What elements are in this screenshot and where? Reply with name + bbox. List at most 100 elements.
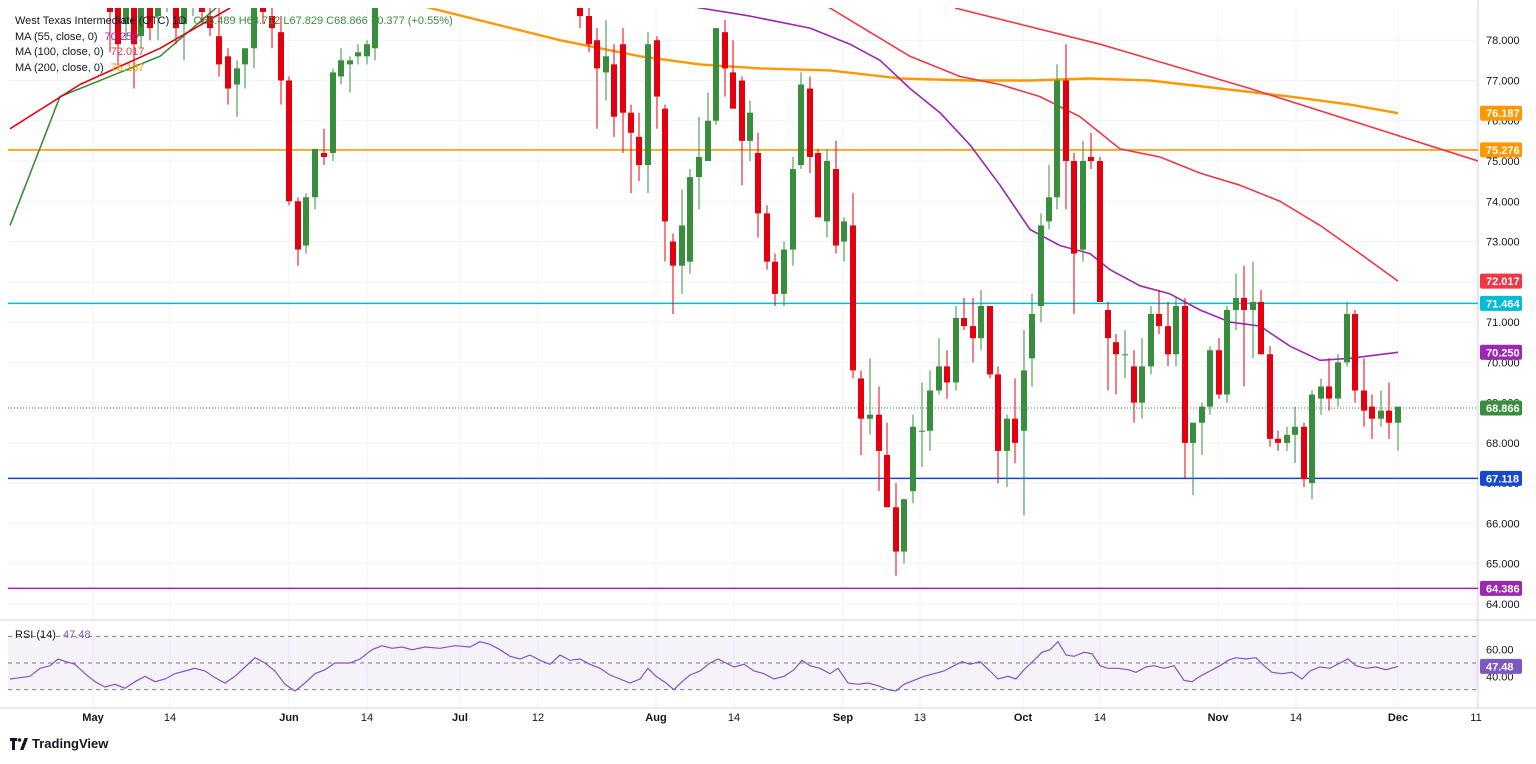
candle-body bbox=[764, 213, 770, 262]
time-tick-label: May bbox=[82, 712, 104, 724]
candle-body bbox=[995, 374, 1001, 451]
candle-body bbox=[927, 390, 933, 431]
candle-body bbox=[1063, 80, 1069, 162]
legend-ma55[interactable]: MA (55, close, 0) 70.250 bbox=[15, 30, 453, 46]
price-label-box bbox=[1480, 142, 1522, 158]
rsi-legend[interactable]: RSI (14) 47.48 bbox=[15, 629, 91, 641]
candle-body bbox=[876, 414, 882, 451]
candle-body bbox=[1190, 422, 1196, 443]
candle-body bbox=[1148, 314, 1154, 367]
candle-body bbox=[713, 28, 719, 121]
ma200-label: MA (200, close, 0) bbox=[15, 61, 104, 74]
candle-body bbox=[815, 152, 821, 218]
candle-body bbox=[107, 8, 113, 13]
candle-body bbox=[1004, 418, 1010, 451]
candle-body bbox=[662, 108, 668, 222]
candle-body bbox=[1284, 434, 1290, 443]
price-label-text: 68.866 bbox=[1486, 403, 1520, 415]
time-tick-label: 13 bbox=[914, 712, 926, 724]
candle-body bbox=[312, 148, 318, 198]
candle-body bbox=[824, 161, 830, 222]
candle-body bbox=[696, 156, 702, 178]
candle-body bbox=[670, 241, 676, 266]
candle-body bbox=[577, 8, 583, 17]
candle-body bbox=[1080, 161, 1086, 250]
candle-body bbox=[372, 8, 378, 49]
candle-body bbox=[1097, 161, 1103, 302]
candle-body bbox=[936, 366, 942, 391]
rsi-tick-label: 40.00 bbox=[1486, 671, 1514, 683]
candle-body bbox=[1113, 342, 1119, 355]
candle-body bbox=[1241, 297, 1247, 310]
ma-line bbox=[828, 8, 1399, 282]
time-tick-label: Nov bbox=[1208, 712, 1230, 724]
time-tick-label: 14 bbox=[728, 712, 740, 724]
price-label-text: 75.276 bbox=[1486, 145, 1520, 157]
price-label-box bbox=[1480, 273, 1522, 289]
candle-body bbox=[1105, 309, 1111, 339]
candle-body bbox=[978, 305, 984, 339]
candle-body bbox=[1267, 354, 1273, 439]
candle-body bbox=[330, 72, 336, 153]
candle-body bbox=[1012, 418, 1018, 443]
time-tick-label: Sep bbox=[833, 712, 853, 724]
candle-body bbox=[807, 88, 813, 157]
candle-body bbox=[1029, 314, 1035, 359]
price-tick-label: 71.000 bbox=[1486, 317, 1520, 329]
candle-body bbox=[798, 84, 804, 166]
price-tick-label: 75.000 bbox=[1486, 156, 1520, 168]
footer-brand[interactable]: TradingView bbox=[10, 736, 108, 751]
symbol-title[interactable]: West Texas Intermediate (OTC) 1D bbox=[15, 15, 187, 27]
price-label-box bbox=[1480, 295, 1522, 311]
candle-body bbox=[654, 40, 660, 97]
time-tick-label: 14 bbox=[1290, 712, 1302, 724]
candle-body bbox=[790, 169, 796, 250]
candle-body bbox=[364, 44, 370, 57]
trend-line bbox=[9, 8, 231, 130]
time-tick-label: Jul bbox=[452, 712, 468, 724]
price-tick-label: 66.000 bbox=[1486, 518, 1520, 530]
candle-body bbox=[1054, 80, 1060, 198]
rsi-label: RSI (14) bbox=[15, 629, 56, 641]
price-label-text: 76.187 bbox=[1486, 108, 1520, 120]
ma100-label: MA (100, close, 0) bbox=[15, 46, 104, 58]
legend-ma100[interactable]: MA (100, close, 0) 72.017 bbox=[15, 45, 453, 61]
candle-body bbox=[961, 318, 967, 327]
time-tick-label: Jun bbox=[279, 712, 299, 724]
candle-body bbox=[867, 414, 873, 419]
price-label-text: 67.118 bbox=[1486, 473, 1519, 485]
candle-body bbox=[884, 454, 890, 508]
candle-body bbox=[1369, 406, 1375, 419]
candle-body bbox=[1301, 426, 1307, 480]
candle-body bbox=[1071, 161, 1077, 254]
candle-body bbox=[850, 225, 856, 371]
candle-body bbox=[1156, 314, 1162, 327]
candle-body bbox=[833, 169, 839, 246]
candle-body bbox=[1139, 366, 1145, 403]
price-tick-label: 77.000 bbox=[1486, 75, 1520, 87]
candle-body bbox=[147, 8, 153, 29]
price-tick-label: 74.000 bbox=[1486, 196, 1520, 208]
trend-line bbox=[9, 8, 218, 226]
candle-body bbox=[1292, 426, 1298, 435]
candle-body bbox=[181, 8, 187, 25]
price-label-box bbox=[1480, 470, 1522, 486]
ma-line bbox=[695, 8, 1399, 362]
candle-body bbox=[1275, 438, 1281, 443]
candle-body bbox=[620, 44, 626, 113]
legend-title-row: West Texas Intermediate (OTC) 1D O68.489… bbox=[15, 14, 453, 30]
candle-body bbox=[628, 112, 634, 133]
candle-body bbox=[722, 32, 728, 69]
rsi-value: 47.48 bbox=[63, 629, 91, 641]
candle-body bbox=[155, 8, 161, 17]
candle-body bbox=[295, 201, 301, 250]
candle-body bbox=[251, 8, 257, 49]
candle-body bbox=[1165, 326, 1171, 355]
candle-body bbox=[636, 136, 642, 166]
legend-ma200[interactable]: MA (200, close, 0) 76.187 bbox=[15, 61, 453, 77]
price-label-box bbox=[1480, 400, 1522, 416]
candle-body bbox=[173, 8, 179, 29]
